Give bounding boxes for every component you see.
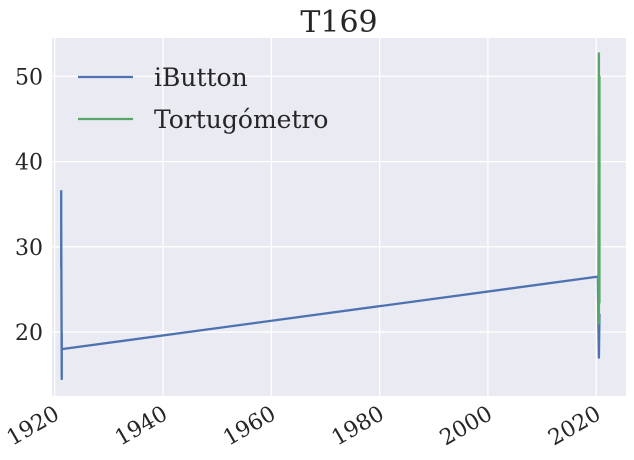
y-tick-label: 30 [15, 236, 43, 261]
x-tick-label: 2000 [436, 402, 497, 452]
legend-label-1: Tortugómetro [154, 105, 329, 134]
y-tick-label: 40 [15, 151, 43, 176]
x-axis-ticks: 1920 1940 1960 1980 2000 2020 [3, 402, 606, 452]
legend: iButton Tortugómetro [78, 63, 329, 134]
legend-label-0: iButton [154, 63, 248, 92]
chart-title: T169 [300, 5, 377, 40]
x-tick-label: 1960 [219, 402, 280, 452]
x-tick-label: 1920 [3, 402, 64, 452]
series-line-1 [597, 52, 601, 325]
plot-background [52, 38, 626, 396]
x-tick-label: 2020 [544, 402, 605, 452]
x-tick-label: 1980 [328, 402, 389, 452]
y-tick-label: 50 [15, 65, 43, 90]
series-line-0 [60, 190, 601, 381]
x-tick-label: 1940 [111, 402, 172, 452]
y-axis-ticks: 20 30 40 50 [15, 65, 43, 346]
grid [52, 38, 626, 396]
series-lines [60, 52, 601, 381]
y-tick-label: 20 [15, 321, 43, 346]
